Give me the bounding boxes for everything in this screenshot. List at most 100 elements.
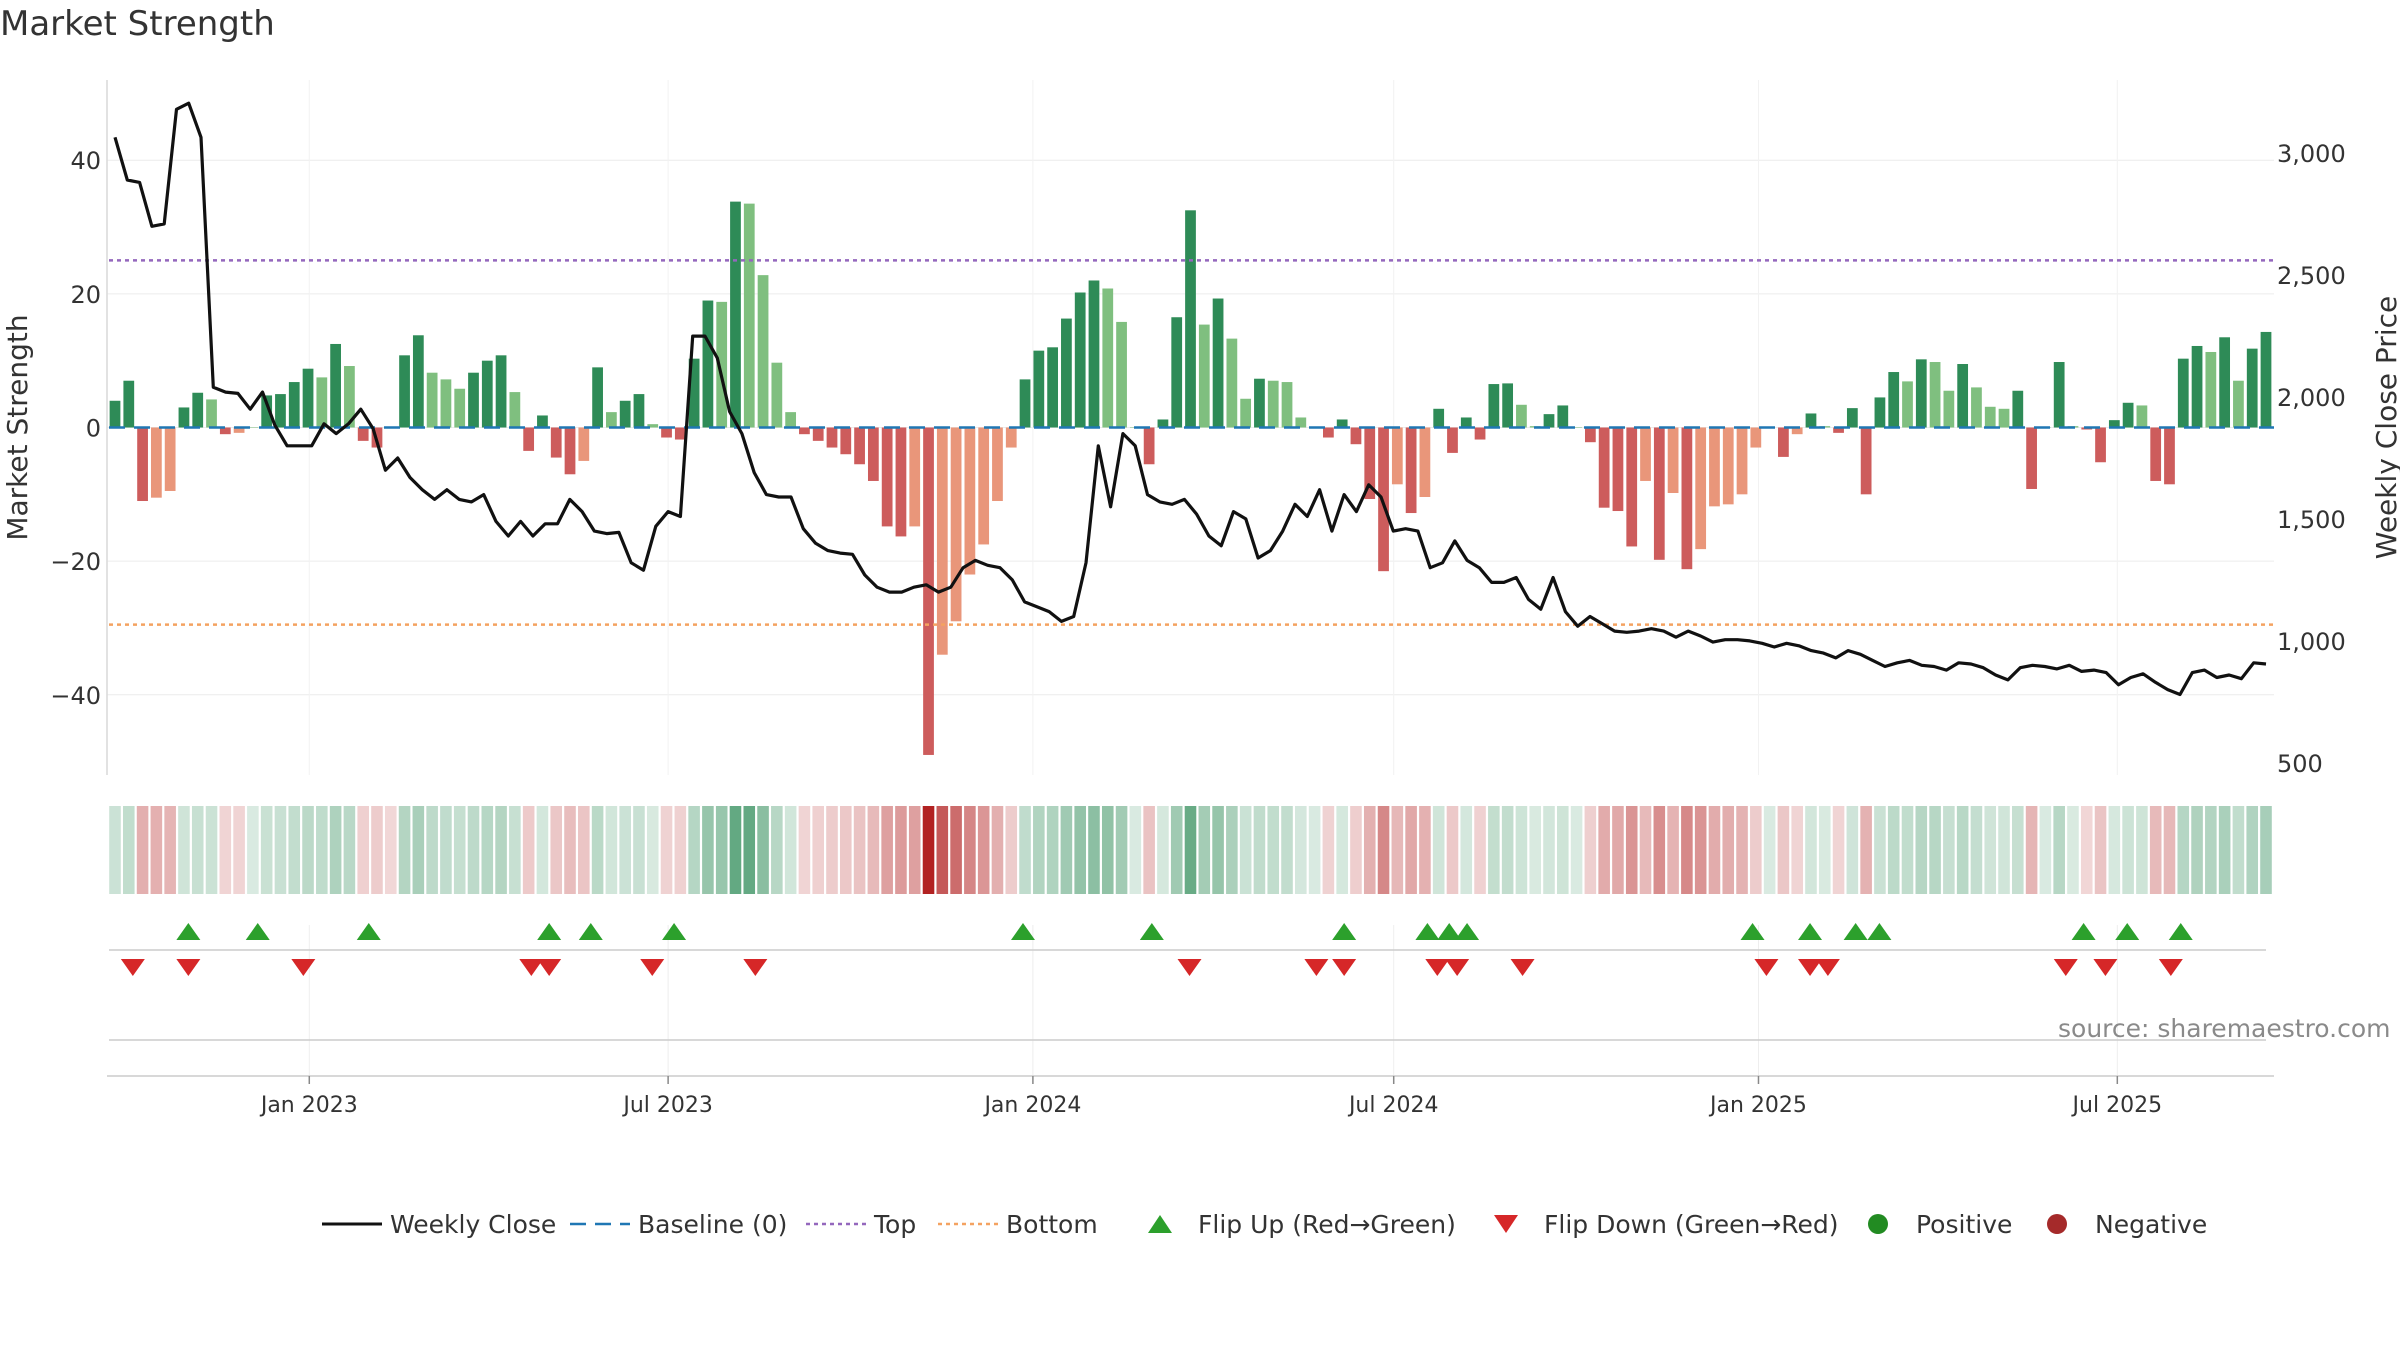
heat-cell	[150, 806, 163, 894]
weekly-close-legend-swatch	[322, 1222, 382, 1226]
y-tick-label: 0	[86, 415, 101, 443]
heat-cell	[771, 806, 783, 894]
strength-bar	[550, 427, 562, 458]
strength-bar	[495, 355, 507, 428]
strength-bar	[2053, 362, 2065, 428]
heat-cell	[1419, 806, 1431, 894]
strength-bar	[1047, 347, 1058, 428]
strength-bar	[1074, 292, 1086, 428]
heat-cell	[2122, 806, 2134, 894]
flip-up-marker	[1437, 923, 1462, 940]
y2-tick-label: 3,000	[2277, 140, 2346, 168]
strength-bar	[357, 427, 369, 441]
heat-cell	[1584, 806, 1597, 894]
heat-cell	[812, 806, 825, 894]
strength-bar	[909, 427, 921, 527]
strength-bar	[219, 427, 231, 435]
heat-cell	[109, 806, 121, 894]
strength-bar	[619, 400, 631, 428]
heat-cell	[964, 806, 976, 894]
strength-bars	[109, 201, 2272, 755]
strength-bar	[992, 427, 1003, 502]
strength-bar	[1267, 380, 1279, 428]
heat-cell	[1019, 806, 1031, 894]
heat-cell	[219, 806, 232, 894]
strength-bar	[1584, 427, 1596, 443]
strength-bar	[233, 427, 245, 433]
strength-bar	[330, 343, 341, 428]
heat-cell	[2163, 806, 2176, 894]
heat-cell	[1239, 806, 1252, 894]
x-tick-label: Jan 2023	[259, 1093, 358, 1118]
strength-bar	[1254, 378, 1265, 428]
strength-bar	[730, 201, 741, 428]
strength-bar	[578, 427, 590, 461]
strength-bar	[1005, 427, 1017, 448]
strength-bar	[1984, 406, 1996, 428]
strength-bar	[275, 394, 286, 428]
flip-up-marker	[1415, 923, 1440, 940]
strength-bar	[881, 427, 893, 527]
flip-down-marker	[1177, 959, 1202, 976]
heat-cell	[343, 806, 356, 894]
top-legend-swatch	[806, 1222, 866, 1226]
strength-bar	[1791, 427, 1803, 435]
heat-cell	[536, 806, 549, 894]
strength-bar	[1640, 427, 1651, 481]
flip-up-marker	[2168, 923, 2193, 940]
strength-bar	[261, 395, 273, 428]
strength-bar	[2177, 358, 2189, 428]
heat-cell	[1143, 806, 1155, 894]
heat-cell	[302, 806, 314, 894]
heat-cell	[977, 806, 990, 894]
axes: −40 −20 0 20 40 500 1,000 1,500 2,000 2,500 3,000 J…	[1, 80, 2400, 1118]
strength-bar	[1240, 398, 1252, 428]
flip-down-marker	[537, 959, 562, 976]
heat-cell	[495, 806, 507, 894]
strength-bar	[1447, 427, 1458, 453]
strength-bar	[440, 379, 452, 428]
flip-up-marker	[662, 923, 687, 940]
heat-cell	[136, 806, 149, 894]
heat-cell	[398, 806, 411, 894]
bottom-legend-swatch	[938, 1222, 998, 1226]
chart-title: Market Strength	[0, 4, 275, 44]
flip-down-marker	[120, 959, 145, 976]
strength-bar	[854, 427, 865, 465]
heat-cell	[895, 806, 907, 894]
heat-cell	[1984, 806, 1997, 894]
heat-cell	[715, 806, 728, 894]
strength-bar	[799, 427, 810, 435]
strength-bar	[1736, 427, 1748, 495]
heat-cell	[1515, 806, 1528, 894]
strength-bar	[164, 427, 176, 491]
heat-cell	[2025, 806, 2038, 894]
strength-bar	[1653, 427, 1665, 560]
strength-bar	[454, 388, 466, 428]
heat-cell	[1363, 806, 1376, 894]
strength-bar	[1612, 427, 1624, 512]
strength-bar	[2012, 390, 2024, 428]
heat-cell	[1998, 806, 2010, 894]
heat-cell	[1322, 806, 1335, 894]
strength-bar	[206, 399, 217, 428]
strength-bar	[1502, 383, 1514, 428]
strength-bar	[2191, 345, 2203, 428]
strength-bar	[192, 392, 204, 428]
strength-bar	[785, 412, 797, 428]
heat-cell	[591, 806, 604, 894]
heat-cell	[1432, 806, 1445, 894]
strength-bar	[2164, 427, 2175, 485]
heat-cell	[2094, 806, 2107, 894]
heat-cell	[1074, 806, 1086, 894]
strength-bar	[978, 427, 990, 545]
strength-bar	[537, 415, 548, 428]
flip-down-marker	[1332, 959, 1357, 976]
flip-down-marker	[640, 959, 665, 976]
strength-bar	[1061, 318, 1072, 428]
heat-cell	[205, 806, 218, 894]
strength-bar	[150, 427, 162, 498]
strength-bar	[633, 394, 645, 428]
heat-cell	[1639, 806, 1652, 894]
y2-tick-label: 2,500	[2277, 262, 2346, 290]
